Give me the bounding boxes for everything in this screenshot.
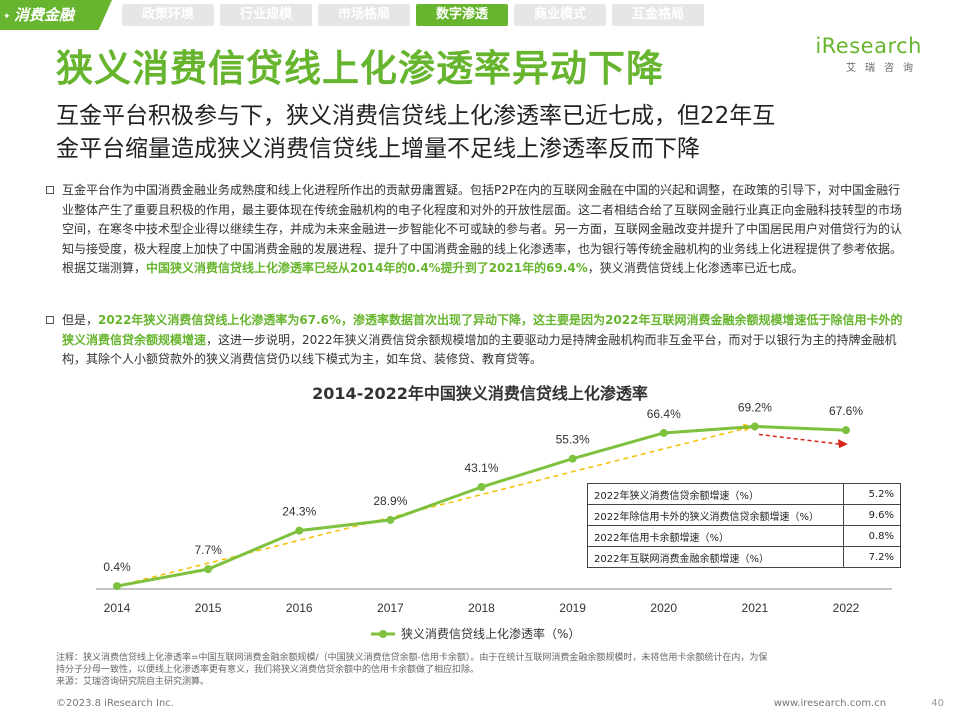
data-point (113, 582, 121, 591)
tab-market-structure[interactable]: 市场格局 (318, 4, 410, 26)
footer-url[interactable]: www.iresearch.com.cn (773, 698, 887, 709)
x-tick-label: 2019 (559, 601, 586, 615)
logo-main-text: iResearch (815, 34, 922, 58)
table-cell-label: 2022年除信用卡外的狭义消费信贷余额增速（%） (587, 504, 844, 526)
source-line: 来源：艾瑞咨询研究院自主研究测算。 (56, 677, 210, 687)
section-tag: ✦ 消费金融 (0, 0, 112, 30)
x-tick-label: 2016 (286, 601, 313, 615)
section-tag-label: 消费金融 (14, 6, 75, 24)
bullet-2-tail: ，这进一步说明，2022年狭义消费信贷余额规模增加的主要驱动力是持牌金融机构而非… (62, 332, 897, 367)
table-cell-label: 2022年信用卡余额增速（%） (587, 525, 844, 547)
data-point (295, 526, 304, 535)
data-point (204, 565, 213, 574)
trend-line (116, 426, 750, 587)
data-label: 0.4% (103, 560, 131, 574)
footer-right: www.iresearch.com.cn 40 (774, 698, 944, 709)
data-point (659, 428, 668, 437)
square-bullet-icon (46, 316, 54, 324)
page-subtitle: 互金平台积极参与下，狭义消费信贷线上化渗透率已近七成，但22年互 金平台缩量造成… (56, 100, 916, 166)
page-number: 40 (931, 698, 944, 709)
table-row: 2022年除信用卡外的狭义消费信贷余额增速（%） 9.6% (587, 504, 901, 526)
table-cell-label: 2022年互联网消费金融余额增速（%） (587, 546, 844, 568)
tab-fintech-structure[interactable]: 互金格局 (612, 4, 704, 26)
data-label: 24.3% (282, 505, 316, 519)
bullet-paragraph-2: 但是，2022年狭义消费信贷线上化渗透率为67.6%，渗透率数据首次出现了异动下… (46, 311, 912, 370)
data-point (477, 483, 486, 492)
tab-policy[interactable]: 政策环境 (122, 4, 214, 26)
bullet-1-text: 互金平台作为中国消费金融业务成熟度和线上化进程所作出的贡献毋庸置疑。包括P2P在… (62, 183, 903, 275)
x-tick-label: 2020 (650, 601, 677, 615)
tab-digital-penetration[interactable]: 数字渗透 (416, 4, 508, 26)
data-label: 43.1% (464, 461, 498, 475)
decline-arrow-line (758, 433, 841, 445)
x-tick-label: 2017 (377, 601, 404, 615)
data-point (568, 454, 577, 463)
x-tick-label: 2018 (468, 601, 495, 615)
data-point (842, 426, 850, 435)
data-label: 55.3% (556, 433, 590, 447)
copyright: ©2023.8 iResearch Inc. (56, 698, 174, 709)
subtitle-line-2: 金平台缩量造成狭义消费信贷线上增量不足线上渗透率反而下降 (56, 136, 700, 162)
x-tick-label: 2022 (833, 601, 860, 615)
table-row: 2022年狭义消费信贷余额增速（%） 5.2% (587, 483, 901, 505)
decline-arrowhead (838, 439, 848, 449)
x-tick-label: 2021 (742, 601, 769, 615)
x-tick-label: 2014 (104, 601, 131, 615)
legend-marker (379, 630, 387, 638)
growth-stats-table: 2022年狭义消费信贷余额增速（%） 5.2% 2022年除信用卡外的狭义消费信… (587, 483, 901, 568)
bullet-1-tail: ，狭义消费信贷线上化渗透率已近七成。 (587, 261, 804, 275)
table-cell-value: 7.2% (843, 546, 901, 568)
data-label: 67.6% (829, 404, 863, 418)
data-label: 7.7% (194, 543, 222, 557)
section-nav: 政策环境 行业规模 市场格局 数字渗透 商业模式 互金格局 (122, 4, 704, 26)
bullet-1-highlight: 中国狭义消费信贷线上化渗透率已经从2014年的0.4%提升到了2021年的69.… (146, 261, 588, 275)
legend-label: 狭义消费信贷线上化渗透率（%） (401, 626, 580, 641)
tab-business-model[interactable]: 商业模式 (514, 4, 606, 26)
chart-title: 2014-2022年中国狭义消费信贷线上化渗透率 (312, 384, 648, 403)
table-row: 2022年互联网消费金融余额增速（%） 7.2% (587, 546, 901, 568)
bullet-2-lead: 但是， (62, 313, 99, 327)
data-label: 66.4% (647, 407, 681, 421)
bullet-2-highlight: 2022年狭义消费信贷线上化渗透率为67.6%，渗透率数据首次出现了异动下降，这… (62, 313, 903, 347)
bullet-paragraph-1: 互金平台作为中国消费金融业务成熟度和线上化进程所作出的贡献毋庸置疑。包括P2P在… (46, 181, 912, 279)
data-point (750, 422, 759, 431)
sparkle-icon: ✦ (3, 12, 11, 22)
logo-sub-text: 艾瑞咨询 (846, 63, 922, 74)
subtitle-line-1: 互金平台积极参与下，狭义消费信贷线上化渗透率已近七成，但22年互 (56, 103, 776, 129)
data-point (386, 515, 395, 524)
table-row: 2022年信用卡余额增速（%） 0.8% (587, 525, 901, 547)
table-cell-label: 2022年狭义消费信贷余额增速（%） (587, 483, 844, 505)
iresearch-logo: iResearch 艾瑞咨询 (815, 34, 922, 74)
chart-notes: 注释：狭义消费信贷线上化渗透率=中国互联网消费金融余额规模/（中国狭义消费信贷余… (56, 652, 916, 688)
note-line-2: 持分子分母一致性，以便线上化渗透率更有意义，我们将狭义消费信贷余额中的信用卡余额… (56, 665, 480, 675)
data-label: 69.2% (738, 400, 772, 414)
x-tick-label: 2015 (195, 601, 222, 615)
page-title: 狭义消费信贷线上化渗透率异动下降 (56, 47, 664, 90)
table-cell-value: 0.8% (843, 525, 901, 547)
table-cell-value: 5.2% (843, 483, 901, 505)
table-cell-value: 9.6% (843, 504, 901, 526)
square-bullet-icon (46, 186, 54, 194)
note-line-1: 注释：狭义消费信贷线上化渗透率=中国互联网消费金融余额规模/（中国狭义消费信贷余… (56, 653, 768, 663)
tab-industry-scale[interactable]: 行业规模 (220, 4, 312, 26)
data-label: 28.9% (373, 494, 407, 508)
